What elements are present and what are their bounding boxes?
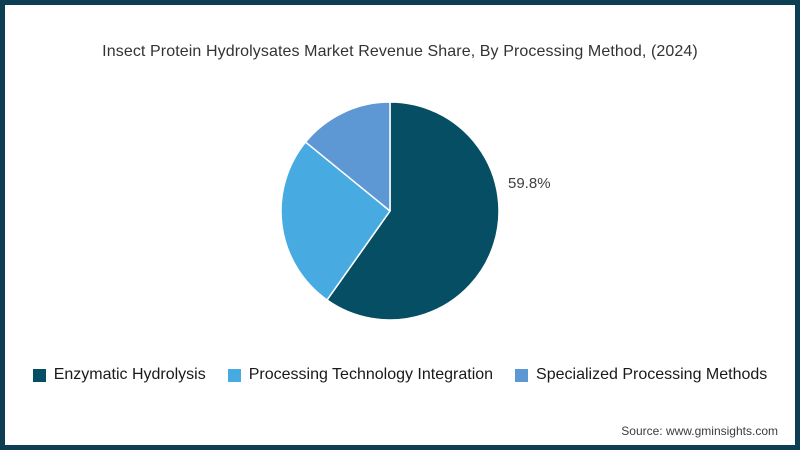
pie-slice-specialized-processing-methods <box>304 101 391 212</box>
legend-swatch-icon <box>227 368 241 382</box>
pie-svg <box>280 101 500 321</box>
chart-title: Insect Protein Hydrolysates Market Reven… <box>102 43 698 60</box>
slice-data-label: 59.8% <box>508 175 551 192</box>
chart-legend: Enzymatic Hydrolysis Processing Technolog… <box>5 366 795 384</box>
pie-slice-enzymatic-hydrolysis <box>326 101 500 321</box>
legend-swatch-icon <box>515 368 529 382</box>
pie-chart <box>279 100 501 322</box>
legend-item-label: Processing Technology Integration <box>248 366 494 383</box>
legend-item-label: Enzymatic Hydrolysis <box>53 366 206 383</box>
pie-slice-processing-technology-integration <box>280 141 391 301</box>
legend-item-label: Specialized Processing Methods <box>536 366 768 383</box>
legend-item-specialized-processing-methods: Specialized Processing Methods <box>515 366 767 384</box>
legend-swatch-icon <box>32 368 46 382</box>
legend-item-processing-technology-integration: Processing Technology Integration <box>227 366 494 384</box>
legend-item-enzymatic-hydrolysis: Enzymatic Hydrolysis <box>32 366 206 384</box>
source-attribution: Source: www.gminsights.com <box>621 424 778 438</box>
